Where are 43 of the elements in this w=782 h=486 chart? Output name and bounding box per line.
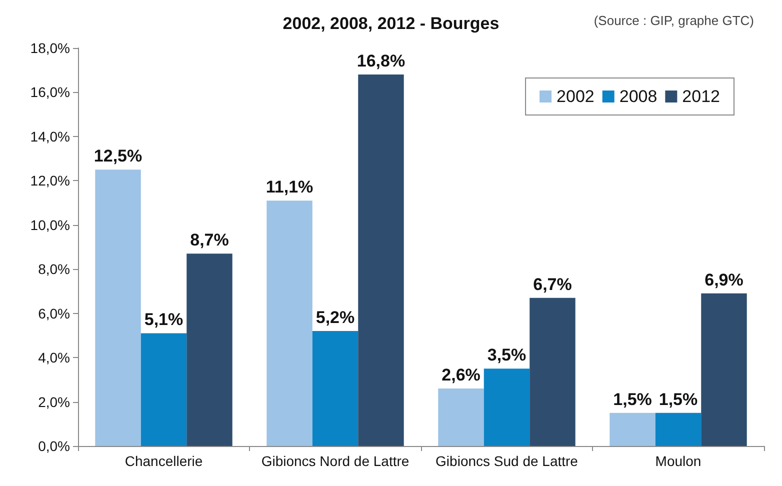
bar [610,412,656,446]
data-label: 8,7% [190,230,229,250]
data-label: 11,1% [266,178,314,197]
legend-label: 2008 [619,87,658,106]
x-tick-label: Gibioncs Nord de Lattre [261,453,410,469]
y-tick-label: 8,0% [38,261,70,278]
y-tick-label: 18,0% [30,40,70,56]
y-tick-label: 12,0% [30,172,70,189]
data-label: 1,5% [613,390,652,409]
bar [438,388,484,446]
y-tick-label: 14,0% [30,128,70,144]
x-tick-label: Gibioncs Sud de Lattre [436,453,578,469]
y-tick-label: 2,0% [38,394,70,410]
x-tick-label: Moulon [655,453,702,469]
data-label: 6,7% [533,274,572,294]
y-tick-label: 0,0% [38,438,70,454]
data-label: 16,8% [356,52,406,71]
bar [484,368,530,446]
bar [266,200,312,446]
bar [530,298,576,446]
legend-label: 2002 [556,87,594,106]
bar [655,412,702,446]
y-tick-label: 6,0% [38,305,70,322]
data-label: 3,5% [487,346,526,365]
bar [186,254,232,446]
x-tick-label: Chancellerie [124,453,203,469]
y-tick-label: 16,0% [30,84,70,100]
text: (Source : GIP, graphe GTC) [594,13,754,28]
data-label: 6,9% [704,270,744,290]
y-tick-label: 4,0% [38,350,70,366]
bar [312,331,358,446]
data-label: 12,5% [94,146,142,166]
legend-label: 2012 [682,87,720,106]
bar [140,333,187,446]
y-tick-label: 10,0% [30,216,70,233]
bar [95,170,141,446]
chart-title: 2002, 2008, 2012 - Bourges [282,14,500,33]
data-label: 1,5% [658,390,698,409]
data-label: 2,6% [442,366,480,385]
data-label: 5,2% [316,308,355,328]
bar [701,293,747,446]
data-label: 5,1% [144,310,184,330]
bar [358,74,404,446]
